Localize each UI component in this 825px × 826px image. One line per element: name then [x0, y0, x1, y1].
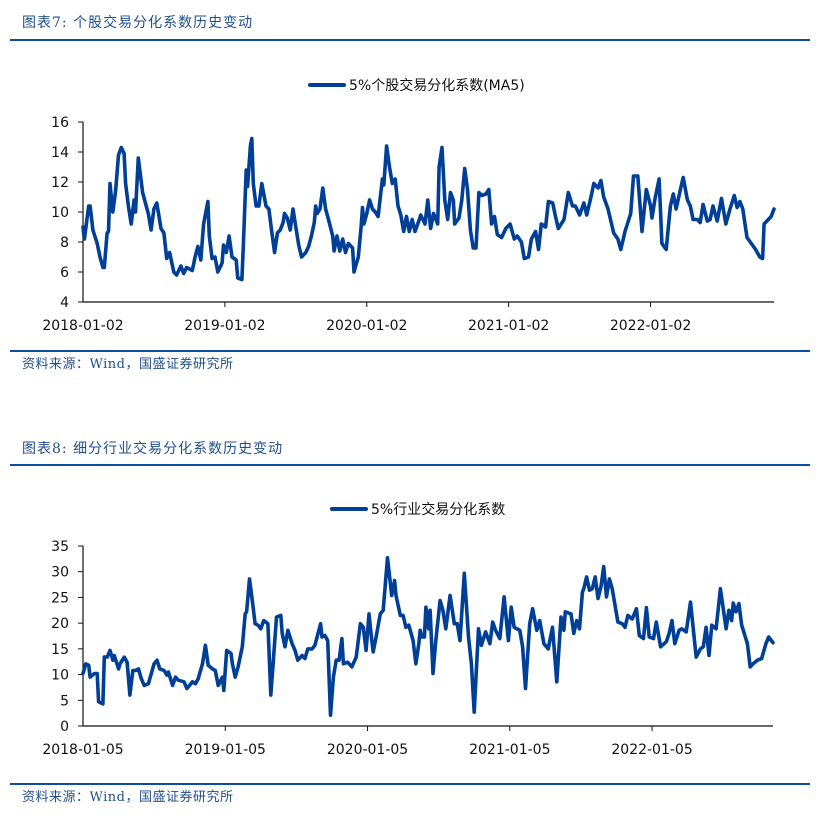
- figure-1-chart: 4 6 8 10 12 14 16 2018-01-02 2019-01-02 2020-01-0…: [42, 115, 776, 334]
- y-tick-label: 4: [60, 295, 69, 311]
- y-tick-label: 35: [51, 539, 69, 555]
- legend-label: 5%个股交易分化系数(MA5): [349, 78, 525, 94]
- legend-line-swatch: [308, 83, 346, 87]
- x-tick-label: 2019-01-02: [184, 318, 265, 334]
- figure-1-source-rule: [10, 350, 810, 352]
- figure-2-title: 图表8: 细分行业交易分化系数历史变动: [22, 441, 284, 457]
- y-tick-label: 8: [60, 235, 69, 251]
- y-tick-label: 15: [51, 642, 69, 658]
- y-tick-label: 25: [51, 590, 69, 606]
- figure-2-title-rule: [10, 464, 810, 466]
- y-tick-label: 6: [60, 265, 69, 281]
- x-tick-label: 2018-01-02: [42, 318, 123, 334]
- legend-label: 5%行业交易分化系数: [371, 502, 506, 518]
- figure-2-legend: 5%行业交易分化系数: [330, 499, 505, 519]
- figure-2-chart: 0 5 10 15 20 25 30 35 2018-01-05 2019-01-05 2020-0…: [42, 539, 775, 758]
- figure-1-title: 图表7: 个股交易分化系数历史变动: [22, 15, 254, 31]
- series-line: [81, 136, 776, 282]
- y-tick-label: 14: [51, 145, 69, 161]
- x-tick-label: 2020-01-05: [327, 742, 408, 758]
- y-tick-label: 16: [51, 115, 69, 131]
- legend-line-swatch: [330, 507, 368, 511]
- x-tick-label: 2021-01-02: [468, 318, 549, 334]
- figure-1-title-rule: [10, 39, 810, 41]
- y-tick-label: 5: [60, 693, 69, 709]
- x-tick-label: 2022-01-02: [610, 318, 691, 334]
- x-tick-label: 2021-01-05: [469, 742, 550, 758]
- figure-1-source: 资料来源：Wind，国盛证券研究所: [22, 357, 234, 372]
- y-tick-label: 30: [51, 565, 69, 581]
- y-tick-label: 20: [51, 616, 69, 632]
- figure-2-source: 资料来源：Wind，国盛证券研究所: [22, 790, 234, 805]
- y-tick-label: 10: [51, 668, 69, 684]
- x-tick-label: 2018-01-05: [42, 742, 123, 758]
- y-tick-label: 12: [51, 175, 69, 191]
- series-line: [81, 555, 775, 717]
- x-tick-label: 2020-01-02: [326, 318, 407, 334]
- x-tick-label: 2019-01-05: [185, 742, 266, 758]
- y-tick-label: 10: [51, 205, 69, 221]
- y-tick-label: 0: [60, 719, 69, 735]
- figure-1-legend: 5%个股交易分化系数(MA5): [308, 75, 525, 95]
- x-tick-label: 2022-01-05: [611, 742, 692, 758]
- figure-2-source-rule: [10, 783, 810, 785]
